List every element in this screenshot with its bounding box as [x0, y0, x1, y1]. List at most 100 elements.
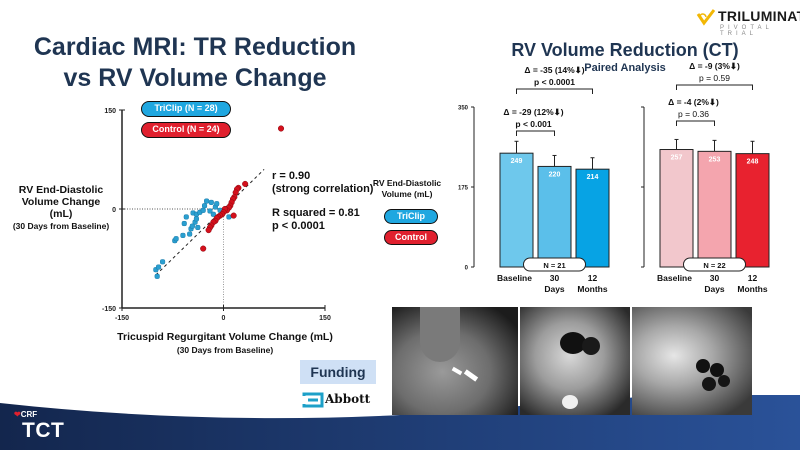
- bar-value-label: 214: [587, 174, 599, 181]
- triclip-point: [210, 211, 216, 217]
- bar-value-label: 253: [709, 156, 721, 163]
- scatter-xlabel-sub: (30 Days from Baseline): [176, 345, 274, 355]
- y-tick-label: -150: [102, 306, 116, 313]
- slide-title-line2: vs RV Volume Change: [63, 64, 327, 92]
- comparison-bracket: [676, 120, 715, 126]
- triclip-point: [208, 199, 214, 205]
- mri-four-chamber-image: [520, 307, 630, 415]
- bar-value-label: 249: [511, 158, 523, 165]
- bar-control: [659, 149, 694, 268]
- crf-logo: ❤CRF: [14, 410, 37, 419]
- x-tick-label: 0: [222, 315, 226, 322]
- x-tick-label: -150: [115, 315, 129, 322]
- bar-category-label: Baseline: [497, 273, 532, 283]
- comparison-p: p = 0.59: [699, 73, 730, 83]
- scatter-xlabel-text: Tricuspid Regurgitant Volume Change (mL): [117, 331, 333, 343]
- n-pill: [683, 257, 746, 272]
- triclip-point: [207, 208, 213, 214]
- legend-triclip-pill: TriClip (N = 28): [141, 101, 231, 117]
- scatter-ylabel-text: RV End-Diastolic Volume Change (mL): [18, 184, 104, 220]
- n-pill: [523, 257, 586, 272]
- bar-legend-control: Control: [384, 230, 438, 245]
- x-tick-label: 150: [319, 315, 331, 322]
- ct-heart-image: [392, 307, 518, 415]
- bar-ylabel: RV End-Diastolic Volume (mL): [372, 178, 442, 199]
- triclip-point: [180, 232, 186, 238]
- triclip-point: [155, 264, 162, 270]
- bar-legend-triclip: TriClip: [384, 209, 438, 224]
- bar-triclip: [499, 152, 534, 268]
- tct-logo: TCT: [22, 419, 65, 442]
- comparison-delta: Δ = -4 (2%⬇): [668, 97, 719, 107]
- bar-category-label: 12: [588, 273, 598, 283]
- bar-triclip: [537, 165, 572, 268]
- triclip-point: [183, 214, 189, 220]
- triclip-point: [181, 220, 187, 227]
- imaging-panel: [392, 307, 776, 415]
- heart-icon: ❤: [14, 410, 21, 419]
- scatter-x-axis-label: Tricuspid Regurgitant Volume Change (mL)…: [90, 331, 360, 355]
- bar-category-label: Months: [737, 284, 767, 294]
- bar-category-label: Days: [544, 284, 565, 294]
- legend-control-pill: Control (N = 24): [141, 122, 231, 138]
- comparison-bracket: [516, 130, 555, 136]
- bar-category-label: Days: [704, 284, 725, 294]
- control-point: [242, 180, 249, 187]
- sponsor-name: Abbott: [325, 392, 371, 406]
- p-value: p < 0.0001: [272, 220, 325, 232]
- slide-title: Cardiac MRI: TR Reduction vs RV Volume C…: [0, 32, 390, 94]
- triclip-point: [154, 273, 160, 279]
- slide-title-line1: Cardiac MRI: TR Reduction: [33, 33, 357, 61]
- control-point: [200, 245, 207, 252]
- bar-value-label: 220: [549, 171, 561, 178]
- control-point: [230, 212, 237, 219]
- bar-category-label: Months: [577, 284, 607, 294]
- abbott-logo: Abbott: [300, 391, 380, 409]
- trial-name: TRILUMINATE: [718, 8, 800, 24]
- triclip-point: [187, 231, 193, 237]
- control-point: [205, 227, 212, 234]
- correlation-note: (strong correlation): [272, 183, 374, 195]
- check-heart-icon: [696, 9, 716, 26]
- comparison-p: p = 0.36: [678, 109, 709, 119]
- regression-line: [155, 169, 265, 276]
- comparison-bracket: [516, 88, 593, 94]
- comparison-delta: Δ = -35 (14%⬇): [524, 65, 584, 75]
- triclip-point: [173, 236, 179, 242]
- bar-control: [735, 153, 770, 268]
- triclip-point: [202, 203, 208, 209]
- triclip-point: [195, 224, 201, 231]
- bar-chart-title: RV Volume Reduction (CT): [511, 40, 739, 60]
- bar-category-label: 30: [550, 273, 560, 283]
- r-squared: R squared = 0.81: [272, 207, 360, 219]
- scatter-y-axis-label: RV End-Diastolic Volume Change (mL) (30 …: [0, 184, 122, 232]
- y-tick-label: 0: [112, 207, 116, 214]
- comparison-bracket: [676, 84, 753, 90]
- bar-y-tick-label: 350: [458, 106, 469, 112]
- trial-subtitle: PIVOTAL TRIAL: [720, 25, 773, 37]
- comparison-delta: Δ = -29 (12%⬇): [503, 107, 563, 117]
- bar-y-tick-label: 175: [458, 186, 469, 192]
- bar-triclip: [575, 168, 610, 268]
- bar-category-label: 12: [748, 273, 758, 283]
- bar-y-tick-label: 0: [465, 266, 469, 272]
- n-label: N = 22: [703, 261, 725, 270]
- bar-category-label: 30: [710, 273, 720, 283]
- abbott-icon: [302, 392, 324, 408]
- crf-text: CRF: [20, 410, 38, 419]
- triclip-point: [189, 223, 195, 229]
- comparison-p: p < 0.001: [515, 119, 551, 129]
- comparison-p: p < 0.0001: [534, 77, 575, 87]
- triclip-point: [160, 259, 166, 265]
- bar-value-label: 248: [747, 159, 759, 166]
- bar-chart-subtitle: Paired Analysis: [584, 62, 666, 74]
- triclip-point: [214, 201, 220, 207]
- n-label: N = 21: [543, 261, 565, 270]
- funding-label: Funding: [300, 360, 376, 384]
- correlation-r: r = 0.90: [272, 170, 311, 182]
- triluminate-logo: TRILUMINATE PIVOTAL TRIAL: [696, 6, 800, 37]
- bar-value-label: 257: [671, 155, 683, 162]
- control-point: [277, 125, 285, 132]
